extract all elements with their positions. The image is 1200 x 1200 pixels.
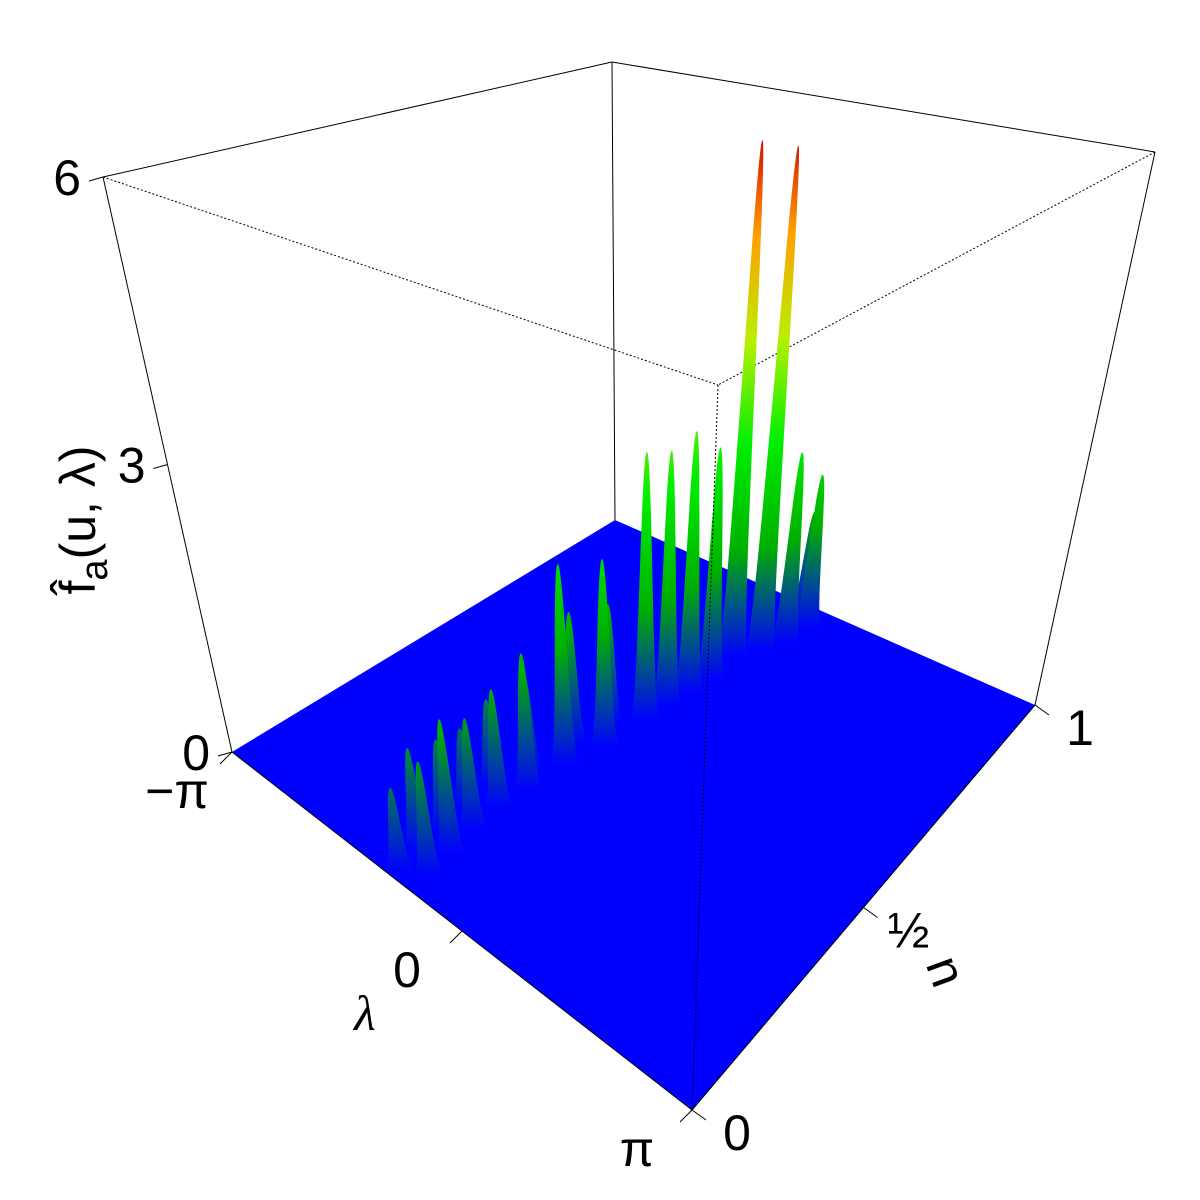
y-tick-label: 0 — [393, 942, 421, 998]
floor — [232, 520, 1035, 1110]
peak — [436, 719, 467, 853]
y-axis-title: λ — [352, 985, 376, 1041]
peak — [513, 653, 544, 790]
x-tick-label: 0 — [723, 1105, 751, 1161]
peak — [651, 450, 682, 707]
peak — [414, 761, 445, 877]
box-edge — [611, 61, 1156, 153]
z-title-main: f̂ — [50, 579, 106, 597]
box-edge — [717, 151, 1156, 386]
z-title-sub: a — [74, 559, 116, 581]
peak — [550, 564, 581, 766]
z-tick-label: 6 — [53, 150, 81, 206]
box-edge — [611, 61, 616, 521]
box-edge — [1034, 151, 1156, 706]
peak — [695, 447, 726, 680]
z-tick-label: 0 — [182, 725, 210, 781]
peak — [589, 558, 620, 748]
surface — [384, 139, 825, 877]
peak — [458, 718, 489, 830]
y-tick — [679, 1109, 693, 1123]
z-tick-label: 3 — [118, 438, 146, 494]
y-tick-label: −π — [145, 763, 209, 819]
peak — [630, 451, 661, 720]
peak — [717, 139, 764, 657]
z-tick — [217, 751, 233, 757]
z-axis-title: f̂a(u, λ) — [50, 446, 116, 597]
y-tick-label: π — [620, 1121, 655, 1177]
peak — [770, 452, 804, 643]
peak — [745, 145, 800, 651]
x-tick — [1034, 704, 1050, 716]
x-tick — [691, 1109, 707, 1121]
box-edge — [102, 61, 613, 178]
peak — [673, 431, 704, 693]
peak — [791, 474, 825, 629]
peak — [384, 787, 415, 872]
peak — [484, 689, 515, 809]
x-tick-label: ½ — [888, 903, 930, 959]
box-edge — [691, 384, 719, 1111]
z-tick — [88, 176, 104, 182]
x-tick — [863, 907, 878, 918]
z-tick — [153, 464, 168, 469]
y-tick — [219, 751, 233, 765]
box-edge — [102, 176, 719, 386]
z-title-rest: (u, λ) — [50, 446, 106, 560]
x-tick-label: 1 — [1066, 700, 1094, 756]
y-tick — [449, 930, 463, 944]
